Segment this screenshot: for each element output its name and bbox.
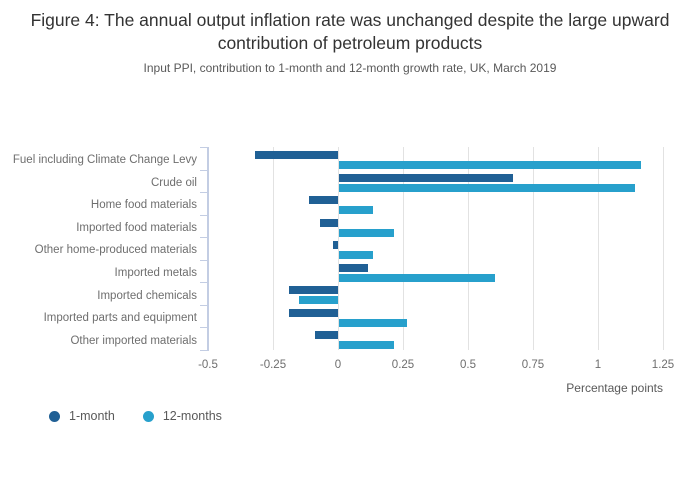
category-label: Imported metals [114, 267, 197, 280]
category-label: Other home-produced materials [34, 244, 197, 257]
y-axis-tick [200, 147, 207, 148]
category-label: Home food materials [90, 199, 197, 212]
bar-12-months[interactable] [339, 273, 495, 282]
legend-item-12-months[interactable]: 12-months [142, 409, 222, 423]
bar-12-months[interactable] [339, 251, 373, 260]
legend-swatch-12-months-icon [142, 410, 154, 422]
x-tick-label: 1.25 [651, 359, 675, 371]
bar-1-month[interactable] [332, 241, 338, 250]
category-label: Imported food materials [76, 221, 197, 234]
gridline [208, 147, 209, 350]
x-tick-label: 0.5 [460, 359, 476, 371]
x-tick-label: 0.75 [521, 359, 545, 371]
y-axis-tick [200, 237, 207, 239]
bar-1-month[interactable] [339, 173, 514, 182]
legend: 1-month 12-months [49, 409, 222, 423]
bar-1-month[interactable] [319, 218, 338, 227]
bar-1-month[interactable] [339, 263, 368, 272]
bar-12-months[interactable] [339, 318, 407, 327]
gridline [403, 147, 404, 350]
category-label: Imported chemicals [97, 289, 197, 302]
gridline [338, 147, 339, 350]
figure-subtitle: Input PPI, contribution to 1-month and 1… [143, 61, 557, 75]
category-label: Imported parts and equipment [43, 312, 197, 325]
category-label: Other imported materials [70, 334, 197, 347]
x-tick-label: -0.25 [259, 359, 287, 371]
category-label: Crude oil [150, 176, 197, 189]
legend-label-1-month: 1-month [69, 409, 115, 423]
legend-item-1-month[interactable]: 1-month [49, 409, 115, 423]
x-tick-label: 0 [334, 359, 342, 371]
gridline [533, 147, 534, 350]
bar-1-month[interactable] [288, 286, 338, 295]
y-axis-tick [200, 169, 207, 171]
bar-12-months[interactable] [339, 341, 394, 350]
bar-12-months[interactable] [339, 183, 636, 192]
figure-title: Figure 4: The annual output inflation ra… [30, 10, 670, 54]
bar-1-month[interactable] [314, 331, 338, 340]
y-axis-tick [200, 304, 207, 306]
x-tick-label: -0.5 [198, 359, 218, 371]
bar-1-month[interactable] [254, 151, 338, 159]
legend-label-12-months: 12-months [162, 409, 222, 423]
y-axis-line [207, 147, 209, 351]
bar-1-month[interactable] [309, 196, 338, 205]
y-axis-tick [200, 282, 207, 284]
gridline [598, 147, 599, 350]
y-axis-tick [200, 214, 207, 216]
category-label: Fuel including Climate Change Levy [12, 154, 197, 167]
legend-swatch-1-month-icon [49, 410, 60, 422]
bar-1-month[interactable] [288, 308, 338, 317]
gridline [273, 147, 274, 350]
x-axis-title: Percentage points [566, 381, 663, 395]
y-axis-tick [200, 259, 207, 261]
gridline [663, 147, 664, 350]
gridline [468, 147, 469, 350]
y-axis-tick [200, 350, 207, 351]
y-axis-tick [200, 327, 207, 329]
bar-12-months[interactable] [339, 161, 641, 169]
y-axis-tick [200, 192, 207, 194]
x-tick-label: 0.25 [391, 359, 415, 371]
x-tick-label: 1 [594, 359, 602, 371]
bar-12-months[interactable] [339, 206, 373, 215]
bar-12-months[interactable] [299, 296, 338, 305]
bar-12-months[interactable] [339, 228, 394, 237]
